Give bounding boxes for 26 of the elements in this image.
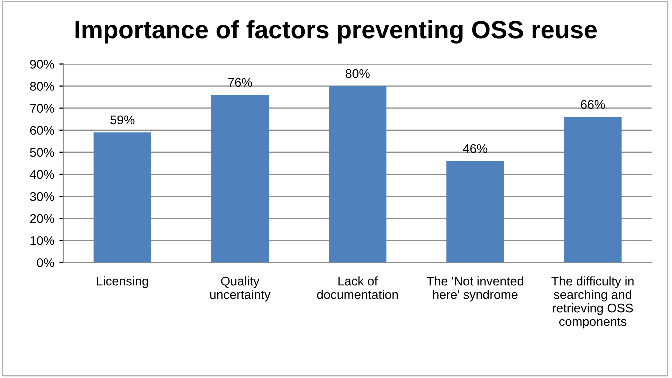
data-label: 46% [463,144,488,154]
y-tick-label: 50% [30,148,54,158]
x-tick-label: Quality uncertainty [210,276,271,302]
y-tick-label: 60% [30,126,54,136]
y-tick-label: 20% [30,214,54,224]
x-tick-label: Lack of documentation [317,276,398,300]
data-label: 76% [228,78,252,88]
bar [564,117,622,263]
y-tick-label: 80% [30,82,54,91]
data-label: 66% [581,100,606,110]
y-tick-label: 90% [30,60,54,69]
bar [446,161,504,263]
y-tick-label: 30% [30,192,54,202]
y-tick-label: 10% [30,236,54,246]
chart-title: Importance of factors preventing OSS reuse [76,20,598,44]
data-label: 59% [110,116,135,125]
bar [94,132,152,263]
y-tick-label: 70% [30,104,54,114]
x-tick-label: The 'Not invented here' syndrome [426,276,524,302]
x-tick-label: The difficulty in searching and retrieving OSS components [552,276,634,329]
bar [211,95,270,263]
data-label: 80% [346,69,370,78]
bar [329,86,387,263]
x-tick-label: Licensing [97,276,148,288]
y-tick-label: 0% [37,258,54,268]
y-tick-label: 40% [30,170,54,180]
